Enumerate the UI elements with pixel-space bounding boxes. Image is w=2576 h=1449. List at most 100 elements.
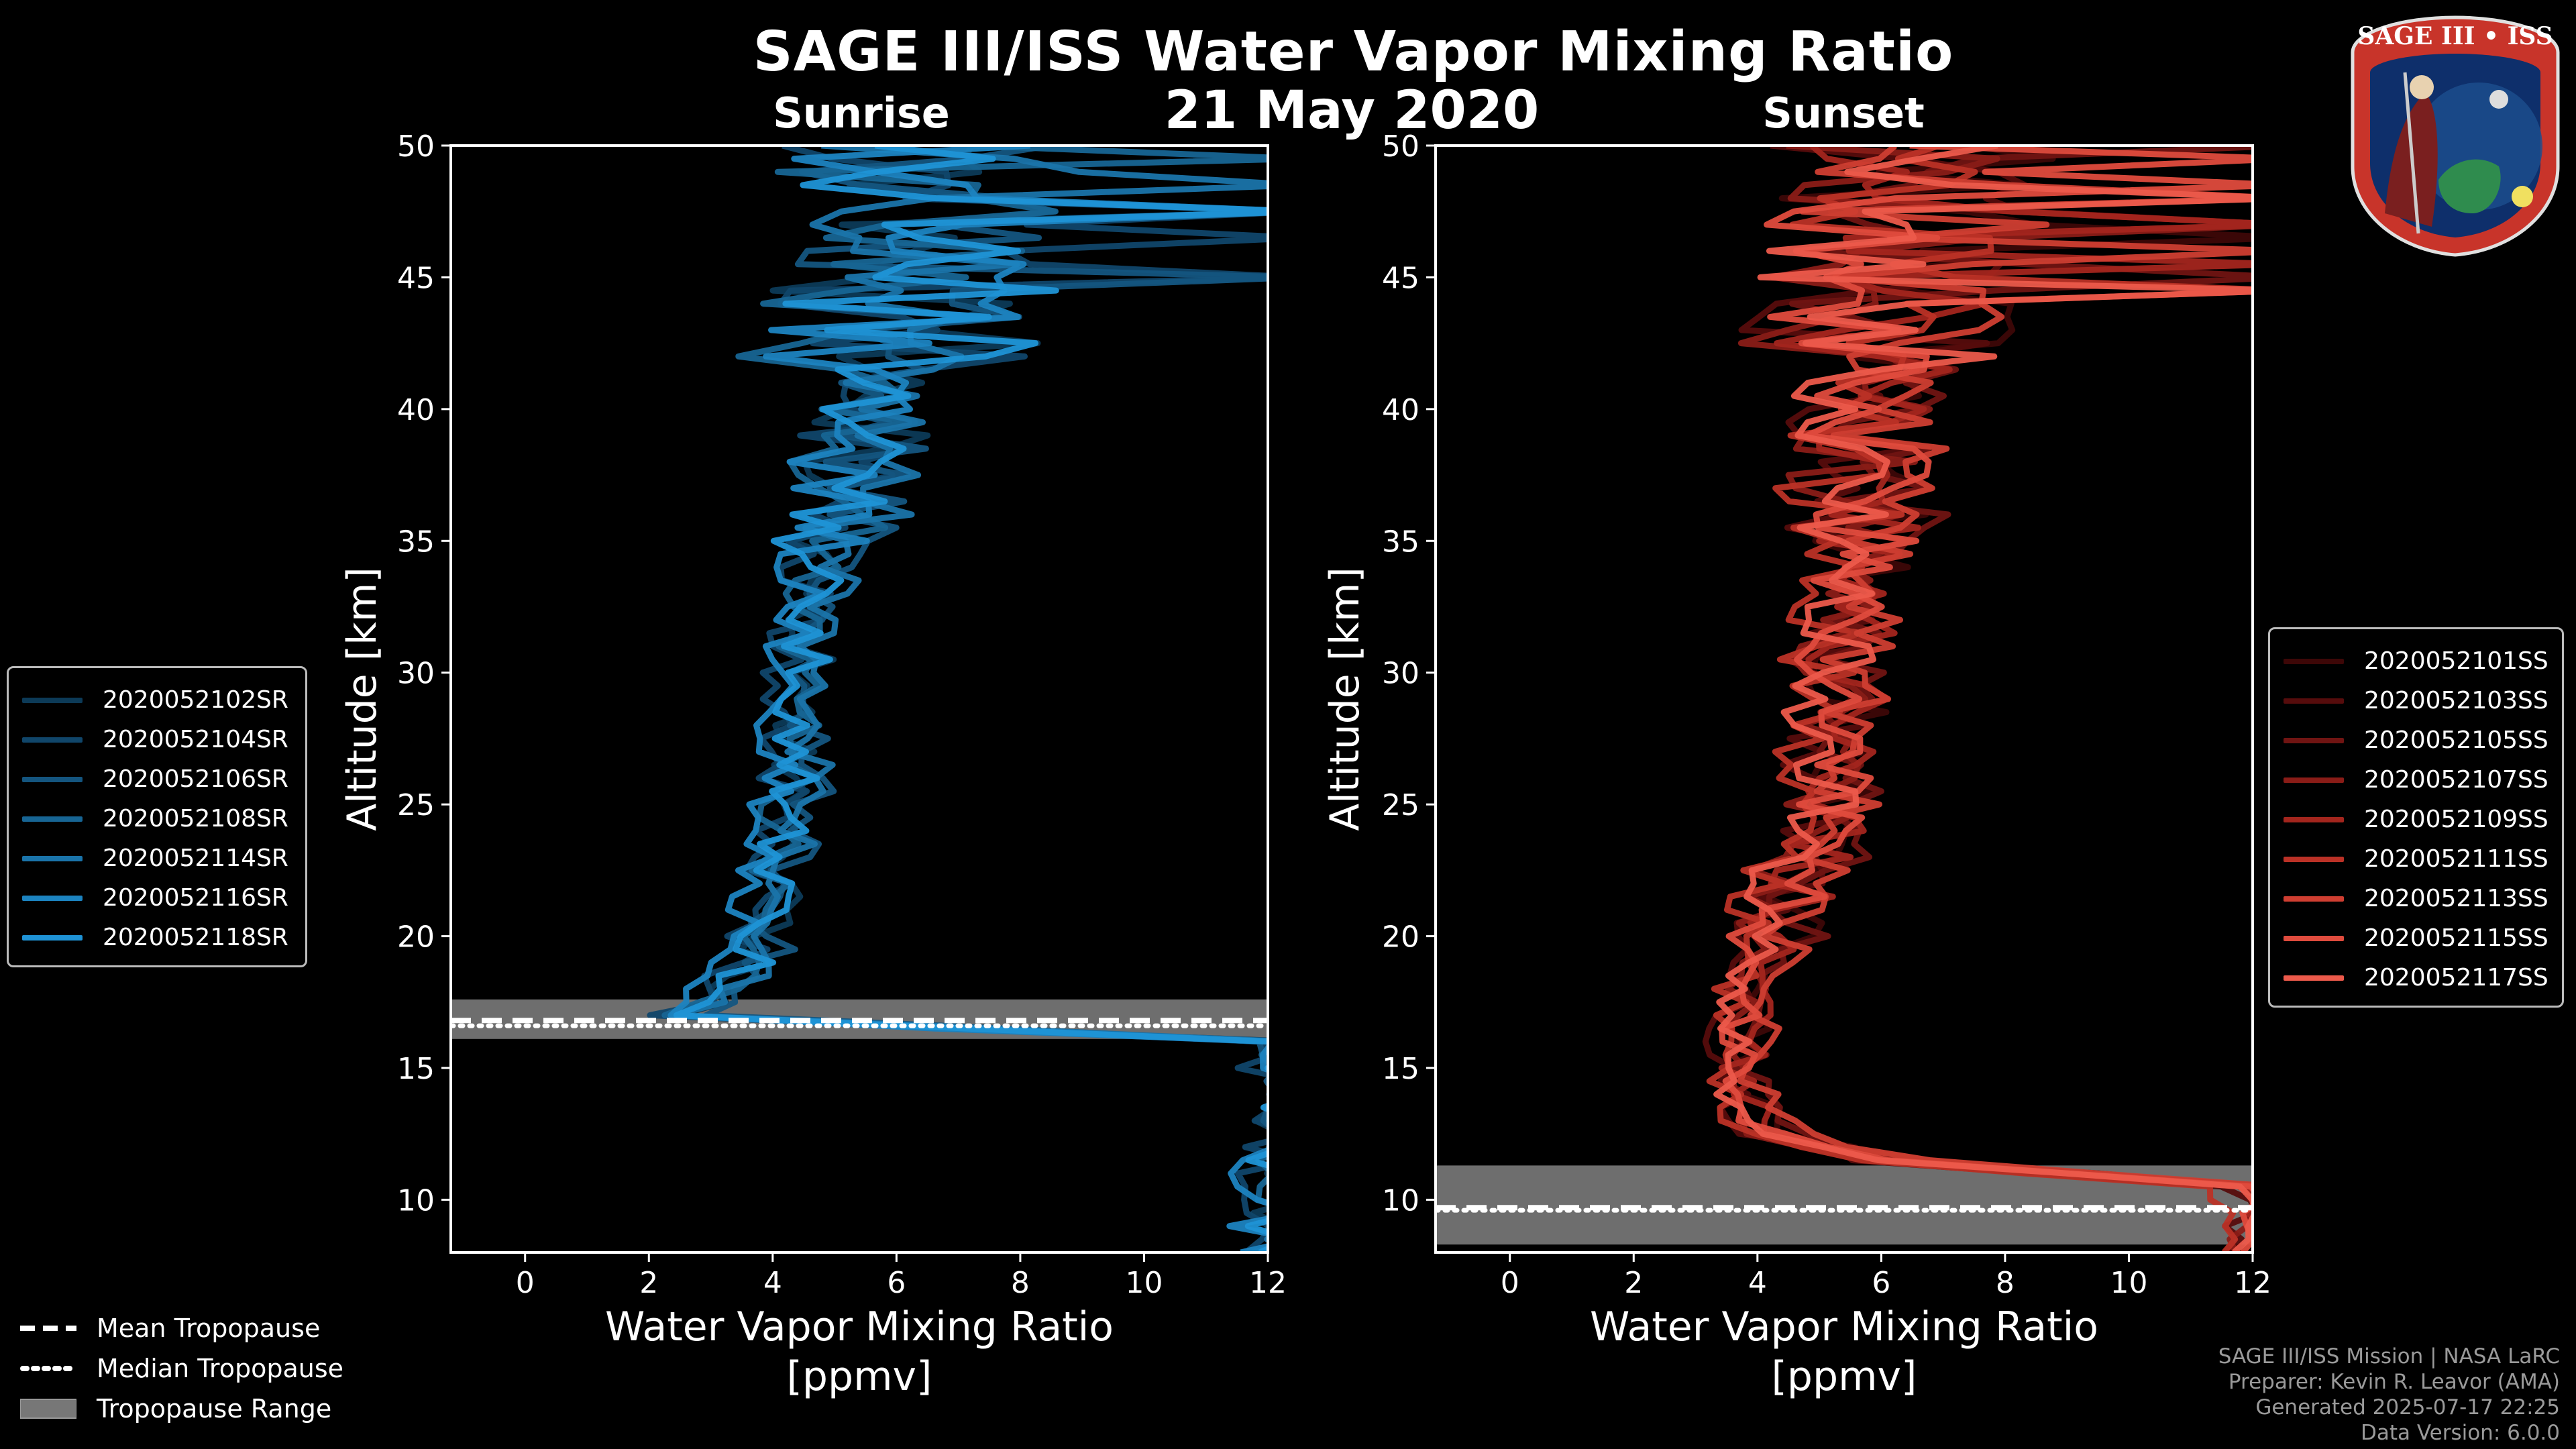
chart-title: SAGE III/ISS Water Vapor Mixing Ratio — [753, 20, 1954, 84]
sunrise-legend-label: 2020052108SR — [103, 805, 288, 833]
mean-tropopause-swatch — [20, 1326, 76, 1331]
sunset-legend-item: 2020052107SS — [2284, 760, 2548, 800]
sunset-legend-swatch — [2284, 658, 2344, 664]
sunset-ytick-label: 35 — [1382, 525, 1419, 559]
badge-text: SAGE III • ISS — [2357, 22, 2553, 50]
sunrise-legend-swatch — [22, 697, 83, 703]
sunrise-xtick-label: 4 — [763, 1266, 782, 1300]
sunrise-legend-item: 2020052116SR — [22, 878, 292, 918]
sunset-xlabel-line2: [ppmv] — [1772, 1353, 1917, 1400]
sunset-xlabel-line1: Water Vapor Mixing Ratio — [1590, 1303, 2098, 1350]
sunset-ytick-label: 10 — [1382, 1183, 1419, 1218]
sunrise-ytick-label: 15 — [397, 1052, 435, 1086]
sunrise-legend-swatch — [22, 855, 83, 861]
sunrise-legend-item: 2020052118SR — [22, 918, 292, 957]
sunrise-axes-frame — [449, 144, 1269, 1254]
sunrise-ytick-label: 30 — [397, 657, 435, 691]
sunrise-legend-label: 2020052104SR — [103, 726, 288, 753]
sunrise-legend-label: 2020052114SR — [103, 845, 288, 872]
sunset-ytick-label: 45 — [1382, 261, 1419, 295]
sunset-xtick-label: 10 — [2110, 1266, 2147, 1300]
sunset-legend-label: 2020052115SS — [2364, 924, 2548, 952]
sunset-xtick-label: 0 — [1501, 1266, 1519, 1300]
sunset-ytick-label: 40 — [1382, 393, 1419, 427]
sunrise-ytick-label: 45 — [397, 261, 435, 295]
sunrise-ytick-label: 35 — [397, 525, 435, 559]
sunset-ylabel: Altitude [km] — [1322, 567, 1368, 831]
sunset-xtick-label: 2 — [1624, 1266, 1643, 1300]
sunrise-legend-item: 2020052106SR — [22, 759, 292, 799]
sunset-legend-label: 2020052107SS — [2364, 766, 2548, 794]
sunrise-xlabel-line2: [ppmv] — [787, 1353, 932, 1400]
credits-generated: Generated 2025-07-17 22:25 — [2255, 1395, 2560, 1419]
sunset-legend-swatch — [2284, 816, 2344, 822]
tropopause-range-label: Tropopause Range — [97, 1394, 332, 1424]
median-tropopause-swatch — [20, 1366, 76, 1371]
sage-mission-badge: SAGE III • ISS — [2351, 15, 2560, 257]
sunset-legend-label: 2020052105SS — [2364, 727, 2548, 754]
sunrise-legend-label: 2020052118SR — [103, 924, 288, 951]
sunrise-profile-2020052104SR — [647, 146, 1268, 1252]
credits-mission: SAGE III/ISS Mission | NASA LaRC — [2218, 1344, 2560, 1368]
credits: SAGE III/ISS Mission | NASA LaRC Prepare… — [2218, 1344, 2560, 1446]
sunset-legend-label: 2020052101SS — [2364, 647, 2548, 675]
sunrise-xtick-label: 2 — [639, 1266, 658, 1300]
sunset-legend: 2020052101SS 2020052103SS 2020052105SS 2020… — [2268, 627, 2564, 1008]
sunset-legend-item: 2020052105SS — [2284, 720, 2548, 760]
sunrise-ytick-label: 25 — [397, 788, 435, 822]
sunset-legend-swatch — [2284, 896, 2344, 902]
sunset-legend-swatch — [2284, 777, 2344, 783]
sunrise-xtick-label: 8 — [1011, 1266, 1030, 1300]
sunset-legend-label: 2020052117SS — [2364, 964, 2548, 991]
sunset-legend-label: 2020052113SS — [2364, 885, 2548, 912]
sunset-ytick-label: 30 — [1382, 657, 1419, 691]
sunrise-legend-label: 2020052102SR — [103, 686, 288, 714]
mean-tropopause-label: Mean Tropopause — [97, 1313, 321, 1343]
sunset-legend-swatch — [2284, 737, 2344, 743]
credits-version: Data Version: 6.0.0 — [2360, 1421, 2560, 1445]
sunset-legend-item: 2020052101SS — [2284, 641, 2548, 681]
credits-preparer: Preparer: Kevin R. Leavor (AMA) — [2228, 1370, 2560, 1394]
sunrise-legend-label: 2020052106SR — [103, 765, 288, 793]
sunrise-ylabel: Altitude [km] — [339, 567, 386, 831]
sunset-ytick-label: 15 — [1382, 1052, 1419, 1086]
sunset-legend-label: 2020052111SS — [2364, 845, 2548, 873]
sunrise-ytick-label: 50 — [397, 129, 435, 164]
sunset-profile-2020052117SS — [1713, 146, 2253, 1252]
mean-tropopause-entry: Mean Tropopause — [20, 1308, 343, 1348]
sunset-xtick-label: 6 — [1872, 1266, 1890, 1300]
sunrise-legend-item: 2020052102SR — [22, 680, 292, 720]
sunset-xtick-label: 8 — [1996, 1266, 2015, 1300]
sunset-legend-item: 2020052109SS — [2284, 800, 2548, 839]
sunset-legend-label: 2020052109SS — [2364, 806, 2548, 833]
sunset-legend-label: 2020052103SS — [2364, 687, 2548, 714]
sunset-ytick-label: 50 — [1382, 129, 1419, 164]
tropopause-range-swatch — [20, 1399, 76, 1419]
sunrise-legend-item: 2020052104SR — [22, 720, 292, 759]
sunrise-legend-swatch — [22, 737, 83, 743]
sunrise-subtitle: Sunrise — [773, 89, 950, 138]
sunset-legend-swatch — [2284, 935, 2344, 941]
sunset-legend-item: 2020052103SS — [2284, 681, 2548, 720]
sunrise-legend-swatch — [22, 934, 83, 941]
sunrise-legend-swatch — [22, 816, 83, 822]
sunrise-xtick-label: 12 — [1249, 1266, 1287, 1300]
sunrise-xlabel-line1: Water Vapor Mixing Ratio — [605, 1303, 1114, 1350]
sunset-legend-item: 2020052115SS — [2284, 918, 2548, 958]
sunrise-legend: 2020052102SR 2020052104SR 2020052106SR 2020… — [7, 666, 307, 967]
sunset-xtick-label: 4 — [1748, 1266, 1767, 1300]
sunset-legend-swatch — [2284, 975, 2344, 981]
sunset-legend-swatch — [2284, 698, 2344, 704]
tropopause-legend: Mean Tropopause Median Tropopause Tropop… — [20, 1308, 343, 1429]
median-tropopause-label: Median Tropopause — [97, 1354, 343, 1383]
sunrise-legend-swatch — [22, 776, 83, 782]
sunrise-xtick-label: 10 — [1125, 1266, 1163, 1300]
sunset-xtick-label: 12 — [2234, 1266, 2271, 1300]
sunset-legend-swatch — [2284, 856, 2344, 862]
chart-date: 21 May 2020 — [1164, 80, 1540, 141]
sunset-legend-item: 2020052111SS — [2284, 839, 2548, 879]
sunset-legend-item: 2020052113SS — [2284, 879, 2548, 918]
sunrise-ytick-label: 20 — [397, 920, 435, 955]
sunrise-ytick-label: 40 — [397, 393, 435, 427]
